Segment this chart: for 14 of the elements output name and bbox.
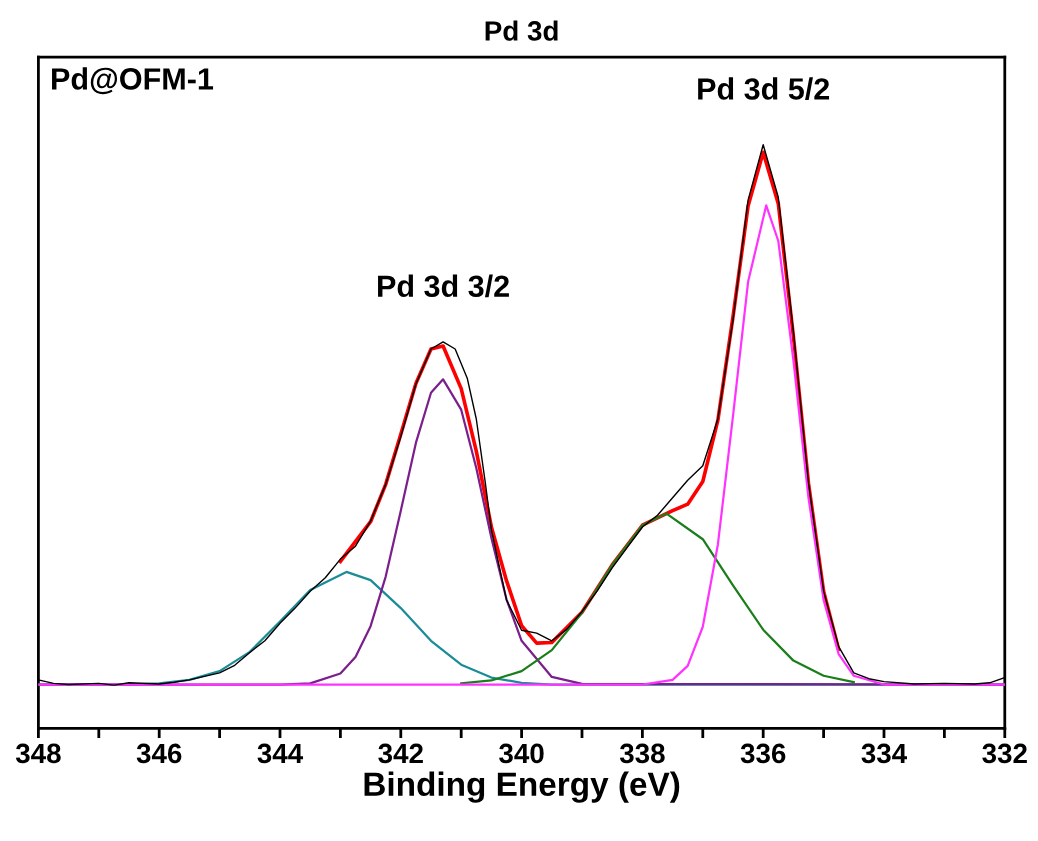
annotation: Pd 3d 5/2: [698, 77, 830, 101]
x-axis-title: Binding Energy (eV): [364, 771, 680, 803]
x-tick-label: 346: [136, 743, 182, 764]
x-tick-label: 334: [861, 743, 908, 764]
annotation: Pd 3d 3/2: [378, 274, 509, 298]
x-tick-label: 332: [982, 743, 1027, 764]
chart-title: Pd 3d: [485, 20, 558, 41]
x-tick-label: 338: [619, 743, 665, 764]
x-tick-label: 342: [378, 743, 423, 764]
x-tick-label: 340: [499, 743, 544, 764]
x-tick-label: 348: [15, 743, 61, 764]
x-tick-label: 336: [740, 743, 786, 764]
text: Pd@OFM-1: [52, 67, 214, 95]
x-tick-label: 344: [257, 743, 304, 764]
